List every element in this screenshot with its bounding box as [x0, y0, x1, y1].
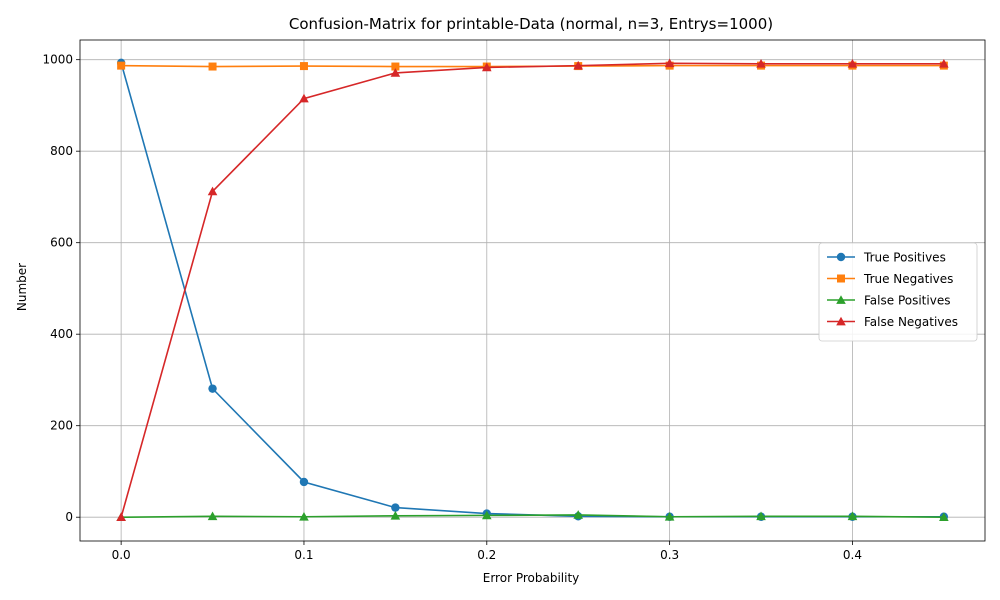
y-tick-label: 800: [50, 144, 73, 158]
chart-title: Confusion-Matrix for printable-Data (nor…: [289, 15, 773, 33]
legend-marker: [836, 252, 846, 262]
data-point-false-negatives: [847, 58, 858, 68]
data-point-false-positives: [481, 510, 492, 520]
data-point-true-negatives: [117, 61, 126, 70]
x-tick-label: 0.3: [660, 548, 679, 562]
data-point-true-negatives: [208, 62, 217, 71]
legend-item-false-positives: False Positives: [827, 294, 950, 308]
data-point-false-positives: [299, 511, 309, 521]
x-tick-label: 0.0: [112, 548, 131, 562]
data-point-false-positives: [756, 511, 766, 521]
series-line-false-negatives: [120, 62, 944, 518]
legend-box: [818, 242, 978, 342]
legend-item-true-positives: True Positives: [827, 251, 946, 265]
x-tick-label: 0.4: [843, 548, 862, 562]
data-point-false-negatives: [116, 512, 126, 522]
data-point-false-positives: [207, 511, 218, 521]
legend-label: False Positives: [864, 294, 950, 308]
data-point-false-positives: [939, 512, 949, 522]
legend-marker: [836, 295, 846, 304]
y-axis-label: Number: [15, 263, 29, 311]
data-point-false-negatives: [299, 93, 309, 103]
legend-marker: [837, 274, 845, 283]
series-line-false-positives: [121, 514, 944, 519]
data-point-true-negatives: [391, 62, 400, 71]
axis-ticks: 0.0 0.1 0.2 0.3 0.4 0 200 400 600 800 1000: [42, 53, 862, 562]
data-point-false-positives: [847, 511, 858, 521]
x-tick-label: 0.1: [294, 548, 313, 562]
series-false-negatives: [116, 58, 949, 522]
y-tick-label: 600: [50, 236, 73, 250]
grid: [80, 40, 985, 541]
y-tick-label: 200: [50, 419, 73, 433]
legend-item-false-negatives: False Negatives: [827, 315, 958, 329]
data-point-true-positives: [391, 503, 400, 512]
data-point-true-positives: [208, 384, 217, 393]
data-point-true-positives: [299, 477, 309, 487]
y-tick-label: 400: [50, 327, 73, 341]
x-axis-label: Error Probability: [483, 571, 580, 585]
data-point-true-negatives: [299, 62, 308, 71]
y-tick-label: 1000: [42, 53, 73, 67]
legend: True Positives True Negatives False Positi…: [818, 242, 978, 342]
plot-frame: [79, 39, 986, 542]
data-point-false-negatives: [481, 62, 492, 72]
y-tick-label: 0: [65, 510, 73, 524]
legend-label: False Negatives: [864, 315, 958, 329]
legend-label: True Negatives: [863, 272, 953, 286]
data-point-false-negatives: [207, 186, 218, 196]
series-layer: [116, 58, 949, 522]
legend-marker: [836, 316, 846, 326]
data-point-false-negatives: [939, 58, 949, 68]
data-point-false-negatives: [573, 60, 584, 70]
data-point-false-negatives: [664, 58, 675, 68]
x-tick-label: 0.2: [477, 548, 496, 562]
data-point-false-negatives: [756, 58, 766, 68]
data-point-false-positives: [573, 510, 584, 519]
data-point-false-positives: [390, 511, 401, 520]
data-point-false-negatives: [390, 68, 401, 77]
data-point-false-positives: [664, 511, 675, 521]
legend-label: True Positives: [863, 251, 946, 265]
legend-item-true-negatives: True Negatives: [827, 272, 953, 286]
